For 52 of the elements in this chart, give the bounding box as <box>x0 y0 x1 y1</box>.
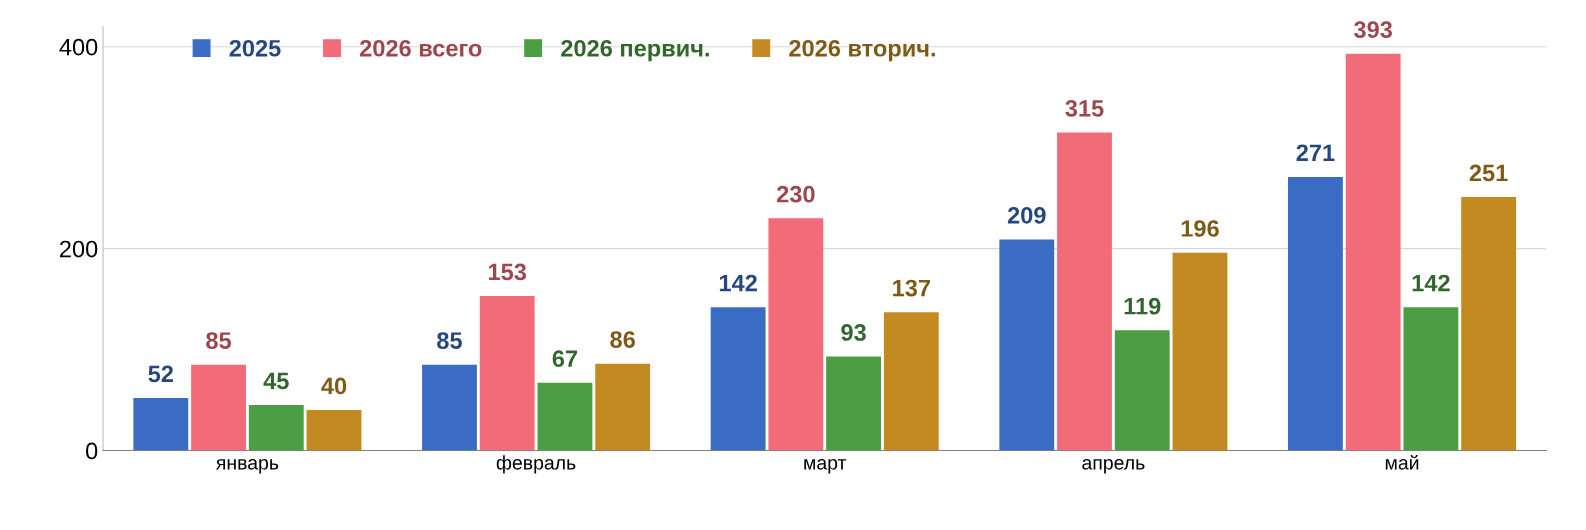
bar <box>826 356 882 451</box>
x-tick-label: январь <box>216 458 279 474</box>
legend-label: 2025 <box>229 39 281 57</box>
bar <box>248 405 304 451</box>
data-label: 196 <box>1181 220 1219 237</box>
data-label: 93 <box>841 324 866 341</box>
data-label: 45 <box>263 372 289 390</box>
bar <box>710 307 766 451</box>
x-tick-label: апрель <box>1082 458 1145 474</box>
bar <box>422 364 477 451</box>
bar <box>537 382 593 451</box>
bar <box>479 296 535 451</box>
data-label: 153 <box>488 263 527 281</box>
data-label: 315 <box>1065 100 1104 117</box>
legend-label: 2026 первич. <box>561 39 709 62</box>
data-label: 251 <box>1469 164 1508 182</box>
data-label: 142 <box>1412 274 1450 292</box>
bar <box>1461 197 1517 451</box>
bar <box>306 410 362 451</box>
bar <box>1288 176 1343 451</box>
bar <box>1172 252 1228 451</box>
legend-label: 2026 всего <box>360 39 482 57</box>
bar <box>883 312 939 451</box>
bar <box>1057 132 1112 451</box>
data-label: 52 <box>148 365 174 383</box>
x-tick-label: февраль <box>496 455 576 474</box>
bar <box>595 363 651 451</box>
y-tick-label: 200 <box>60 240 98 258</box>
data-label: 119 <box>1124 297 1161 315</box>
bar <box>1114 330 1170 451</box>
bar <box>768 218 824 451</box>
data-label: 271 <box>1296 144 1335 161</box>
y-tick-label: 0 <box>86 442 98 460</box>
bar <box>1345 53 1401 451</box>
data-label: 209 <box>1007 207 1046 224</box>
data-label: 230 <box>776 185 815 203</box>
data-label: 85 <box>437 332 462 349</box>
x-tick-label: март <box>804 458 847 474</box>
data-label: 142 <box>719 274 757 292</box>
data-label: 86 <box>610 331 635 348</box>
x-tick-label: май <box>1385 455 1419 470</box>
bar <box>999 239 1055 451</box>
bar <box>133 398 189 451</box>
bar <box>1403 307 1459 451</box>
data-label: 40 <box>321 377 347 395</box>
bar <box>191 364 246 451</box>
data-label: 85 <box>206 332 232 349</box>
legend-label: 2026 вторич. <box>789 39 935 62</box>
data-label: 393 <box>1354 21 1392 39</box>
data-label: 67 <box>552 350 578 368</box>
y-tick-label: 400 <box>59 38 98 56</box>
data-label: 137 <box>893 279 930 297</box>
